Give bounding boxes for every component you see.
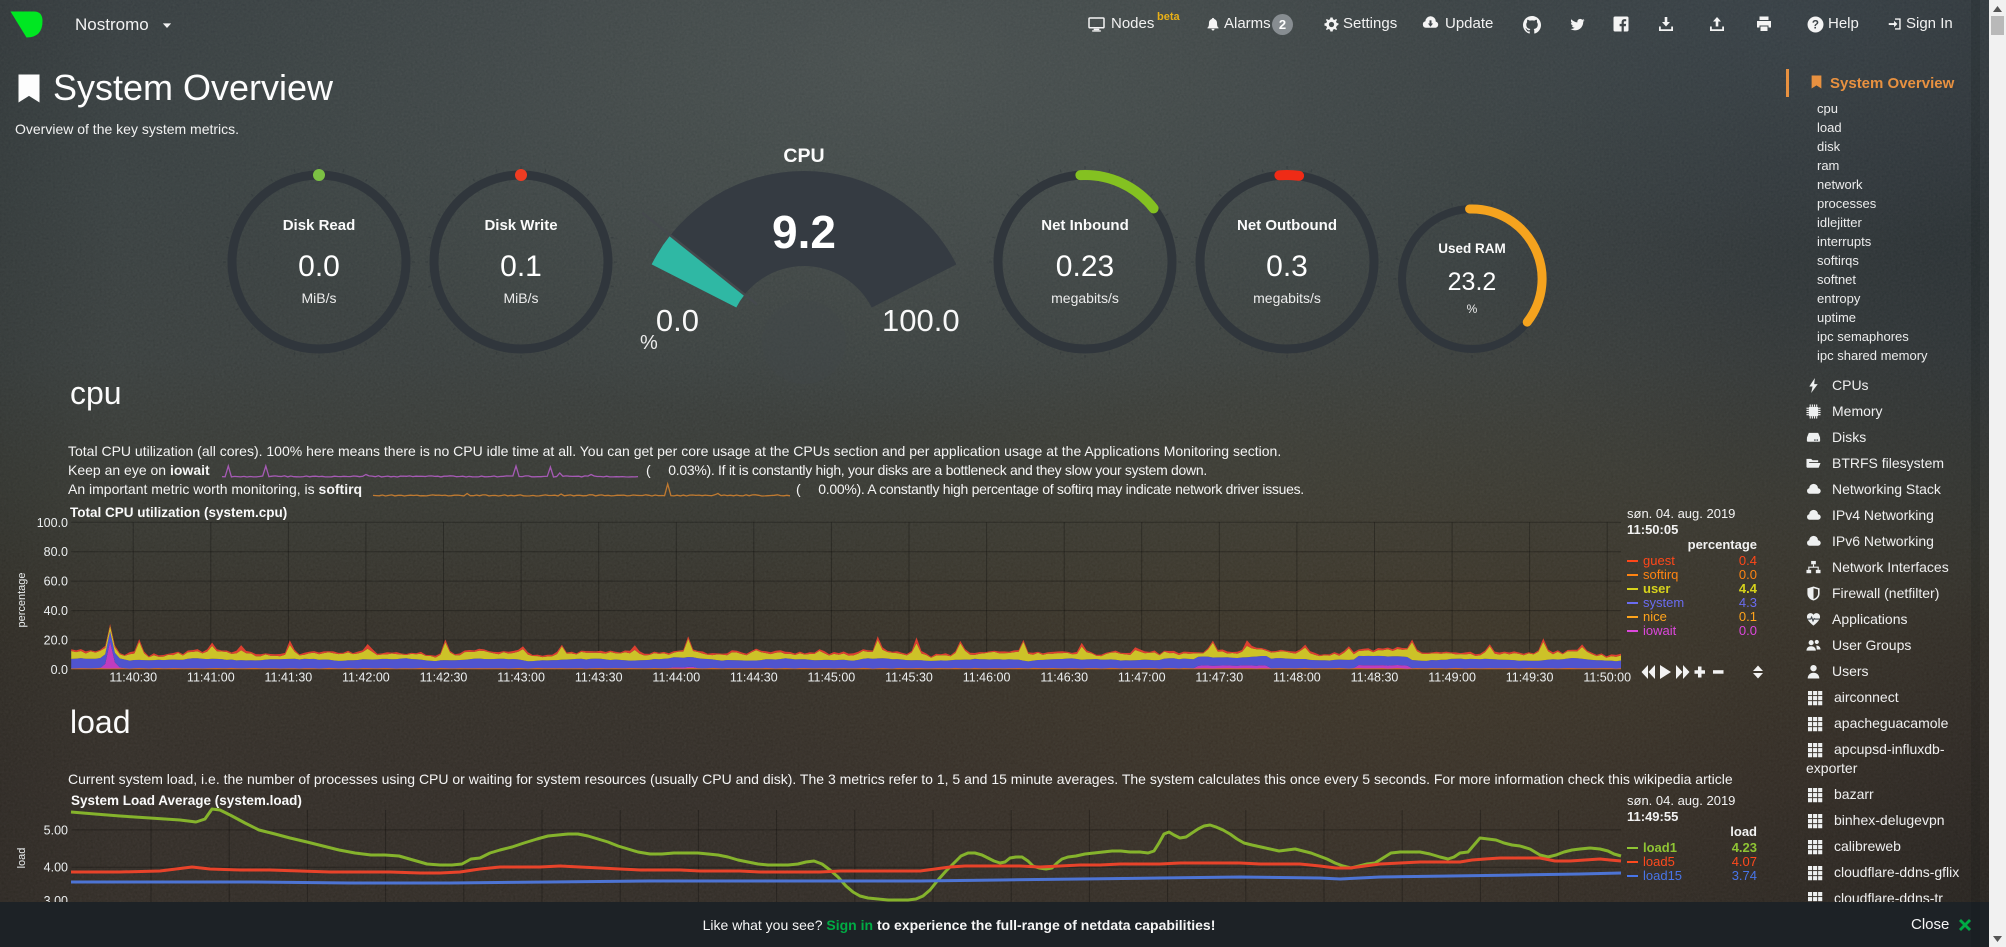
- svg-text:11:47:00: 11:47:00: [1118, 671, 1166, 685]
- svg-text:0.0: 0.0: [51, 663, 68, 677]
- svg-text:11:45:30: 11:45:30: [885, 671, 933, 685]
- svg-text:percentage: percentage: [16, 572, 28, 627]
- svg-text:11:48:00: 11:48:00: [1273, 671, 1321, 685]
- svg-text:5.00: 5.00: [44, 823, 68, 837]
- svg-text:11:47:30: 11:47:30: [1195, 671, 1243, 685]
- svg-text:80.0: 80.0: [44, 545, 68, 559]
- svg-text:11:46:00: 11:46:00: [963, 671, 1011, 685]
- svg-text:11:45:00: 11:45:00: [808, 671, 856, 685]
- svg-text:11:43:30: 11:43:30: [575, 671, 623, 685]
- svg-text:60.0: 60.0: [44, 575, 68, 589]
- svg-text:11:42:00: 11:42:00: [342, 671, 390, 685]
- svg-text:11:43:00: 11:43:00: [497, 671, 545, 685]
- svg-text:11:44:00: 11:44:00: [652, 671, 700, 685]
- svg-text:100.0: 100.0: [37, 516, 68, 530]
- svg-text:11:50:00: 11:50:00: [1583, 671, 1631, 685]
- svg-text:20.0: 20.0: [44, 634, 68, 648]
- svg-text:11:41:00: 11:41:00: [187, 671, 235, 685]
- svg-text:11:49:30: 11:49:30: [1506, 671, 1554, 685]
- svg-text:11:44:30: 11:44:30: [730, 671, 778, 685]
- svg-text:?: ?: [1812, 19, 1819, 32]
- svg-text:load: load: [16, 848, 28, 869]
- svg-text:11:40:30: 11:40:30: [109, 671, 157, 685]
- svg-text:11:46:30: 11:46:30: [1040, 671, 1088, 685]
- svg-text:11:41:30: 11:41:30: [265, 671, 313, 685]
- svg-text:11:42:30: 11:42:30: [420, 671, 468, 685]
- svg-text:11:48:30: 11:48:30: [1351, 671, 1399, 685]
- svg-text:4.00: 4.00: [44, 861, 68, 875]
- svg-text:11:49:00: 11:49:00: [1428, 671, 1476, 685]
- svg-text:40.0: 40.0: [44, 604, 68, 618]
